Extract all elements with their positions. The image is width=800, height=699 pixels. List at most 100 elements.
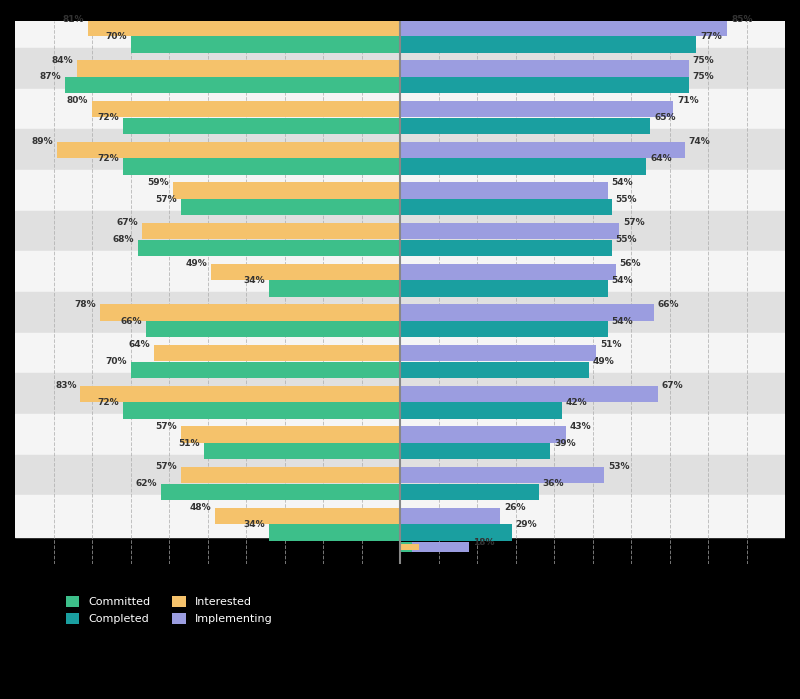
Text: 34%: 34%	[244, 520, 266, 529]
Bar	[400, 117, 650, 134]
Bar	[400, 542, 470, 552]
Text: 51%: 51%	[178, 438, 200, 447]
Bar	[130, 361, 400, 378]
Legend: Committed, Completed, Interested, Implementing: Committed, Completed, Interested, Implem…	[62, 591, 277, 628]
Bar	[400, 321, 608, 338]
Bar	[123, 403, 400, 419]
Text: 83%: 83%	[55, 381, 77, 390]
Bar	[146, 321, 400, 338]
Bar	[400, 36, 697, 52]
Text: 75%: 75%	[693, 73, 714, 82]
Text: 57%: 57%	[155, 421, 177, 431]
Text: 42%: 42%	[566, 398, 587, 407]
Text: 56%: 56%	[619, 259, 641, 268]
Text: 54%: 54%	[612, 276, 634, 285]
Bar	[400, 386, 658, 402]
Bar	[400, 426, 566, 442]
Bar	[269, 524, 400, 541]
Bar	[211, 264, 400, 280]
Text: 36%: 36%	[542, 480, 564, 488]
Bar	[15, 496, 785, 537]
Bar	[123, 117, 400, 134]
Bar	[15, 292, 785, 333]
Bar	[400, 507, 500, 524]
Text: 54%: 54%	[612, 178, 634, 187]
Bar	[138, 240, 400, 256]
Bar	[400, 361, 589, 378]
Text: 18%: 18%	[473, 538, 494, 547]
Text: 67%: 67%	[662, 381, 683, 390]
Bar	[15, 89, 785, 130]
Bar	[269, 280, 400, 296]
Text: 67%: 67%	[117, 218, 138, 227]
Text: 64%: 64%	[128, 340, 150, 350]
Text: 51%: 51%	[600, 340, 622, 350]
Text: 62%: 62%	[136, 480, 158, 488]
Text: 57%: 57%	[155, 463, 177, 471]
Bar	[154, 345, 400, 361]
Text: 80%: 80%	[66, 96, 88, 106]
Text: 66%: 66%	[658, 300, 679, 309]
Bar	[15, 455, 785, 496]
Bar	[181, 426, 400, 442]
Bar	[15, 333, 785, 374]
Bar	[92, 101, 400, 117]
Bar	[162, 484, 400, 500]
Bar	[400, 524, 512, 541]
Text: 65%: 65%	[654, 113, 675, 122]
Text: 75%: 75%	[693, 56, 714, 65]
Text: 74%: 74%	[689, 137, 710, 146]
Text: 39%: 39%	[554, 438, 576, 447]
Bar	[204, 443, 400, 459]
Text: 87%: 87%	[39, 73, 61, 82]
Text: 64%: 64%	[650, 154, 672, 163]
Bar	[173, 182, 400, 199]
Bar	[400, 159, 646, 175]
Bar	[400, 101, 674, 117]
Bar	[88, 20, 400, 36]
Text: 84%: 84%	[51, 56, 73, 65]
Bar	[400, 545, 419, 550]
Text: 54%: 54%	[612, 317, 634, 326]
Bar	[100, 304, 400, 321]
Bar	[400, 484, 538, 500]
Bar	[400, 542, 411, 552]
Bar	[400, 182, 608, 199]
Bar	[15, 48, 785, 89]
Bar	[215, 507, 400, 524]
Text: 34%: 34%	[244, 276, 266, 285]
Bar	[15, 210, 785, 252]
Text: 43%: 43%	[570, 421, 591, 431]
Text: 53%: 53%	[608, 463, 630, 471]
Bar	[400, 141, 685, 158]
Bar	[400, 345, 596, 361]
Bar	[400, 264, 616, 280]
Bar	[400, 199, 612, 215]
Text: 72%: 72%	[98, 113, 119, 122]
Text: 57%: 57%	[155, 194, 177, 203]
Bar	[58, 141, 400, 158]
Bar	[130, 36, 400, 52]
Text: 66%: 66%	[121, 317, 142, 326]
Text: 55%: 55%	[616, 235, 637, 244]
Bar	[400, 403, 562, 419]
Text: 70%: 70%	[105, 357, 126, 366]
Text: 89%: 89%	[32, 137, 54, 146]
Bar	[400, 240, 612, 256]
Text: 71%: 71%	[677, 96, 699, 106]
Bar	[400, 20, 727, 36]
Text: 70%: 70%	[105, 32, 126, 41]
Bar	[142, 223, 400, 239]
Text: 26%: 26%	[504, 503, 526, 512]
Bar	[15, 170, 785, 211]
Text: 72%: 72%	[98, 398, 119, 407]
Bar	[181, 467, 400, 483]
Text: 81%: 81%	[63, 15, 84, 24]
Text: 59%: 59%	[147, 178, 169, 187]
Bar	[15, 373, 785, 415]
Text: 68%: 68%	[113, 235, 134, 244]
Bar	[81, 386, 400, 402]
Bar	[123, 159, 400, 175]
Text: 72%: 72%	[98, 154, 119, 163]
Bar	[65, 77, 400, 94]
